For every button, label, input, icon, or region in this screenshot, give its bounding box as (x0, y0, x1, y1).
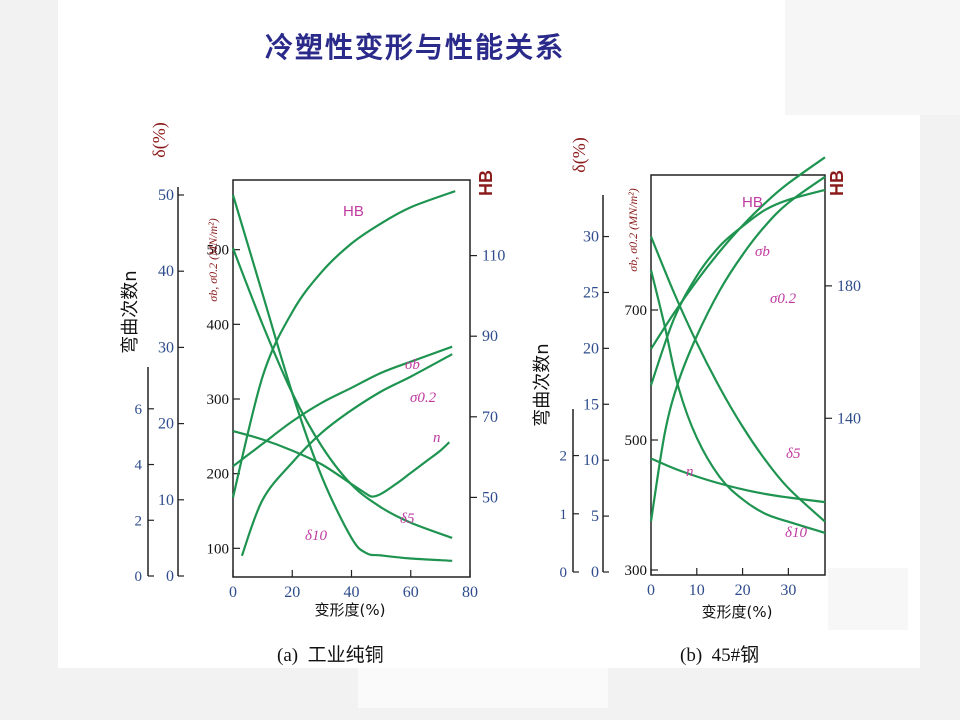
chart-a-curve-label-delta10: δ10 (305, 528, 327, 544)
chart-a-x-tick-label: 80 (462, 584, 478, 601)
chart-b-series-n-line (650, 457, 826, 504)
chart-b-curve-label-sigma-02: σ0.2 (770, 291, 797, 307)
decor-block-top (785, 0, 960, 115)
chart-b-plot-frame (650, 174, 826, 576)
chart-b-curve-label-hb: HB (742, 194, 763, 211)
caption-b-text: 45#钢 (711, 645, 760, 666)
chart-b-sigma-axis-title: σb, σ0.2 (MN/m²) (626, 188, 640, 271)
chart-a-delta-tick-label: 30 (158, 339, 174, 356)
chart-a-curve-label-sigma-b: σb (405, 357, 420, 373)
chart-a-x-tick-label: 40 (344, 584, 360, 601)
chart-b-curve-label-sigma-b: σb (755, 244, 770, 260)
chart-a-x-tick-label: 60 (403, 584, 419, 601)
chart-a-series-sigma-b-line (232, 345, 453, 468)
chart-b-bend-tick-label: 2 (560, 449, 568, 465)
chart-b-delta-tick-label: 5 (591, 508, 599, 525)
chart-b-curve-label-delta5: δ5 (786, 446, 801, 462)
chart-a-hb-tick-label: 110 (482, 248, 505, 265)
chart-a-sigma-tick-label: 200 (207, 467, 230, 483)
slide-title: 冷塑性变形与性能关系 (265, 31, 566, 64)
chart-a-x-tick-label: 0 (229, 584, 237, 601)
chart-b-series-delta5-line (649, 236, 826, 523)
chart-a-bend-tick-label: 4 (135, 458, 143, 474)
chart-a-bend-tick-label: 6 (135, 402, 143, 418)
chart-b-x-tick-label: 30 (780, 582, 796, 599)
chart-a-delta-tick-label: 50 (158, 187, 174, 204)
chart-a-curve-label-hb: HB (343, 203, 364, 220)
chart-a-delta-axis-title: δ(%) (149, 122, 170, 157)
chart-b-sigma-tick-label: 700 (625, 303, 648, 319)
caption-b: (b) 45#钢 (680, 640, 759, 667)
chart-a-hb-tick-label: 50 (482, 489, 498, 506)
chart-b-x-tick-label: 0 (647, 582, 655, 599)
decor-block-right (828, 568, 908, 630)
chart-b-hb-axis-title: HB (827, 170, 847, 196)
caption-a-text: 工业纯铜 (307, 645, 384, 666)
chart-b-sigma-tick-label: 300 (625, 563, 648, 579)
chart-a-bend-axis-title: 弯曲次数n (120, 270, 141, 353)
chart-a-sigma-axis-title: σb, σ0.2 (MN/m²) (206, 218, 220, 301)
chart-b-delta-tick-label: 30 (583, 229, 599, 246)
chart-a-x-tick-label: 20 (284, 584, 300, 601)
chart-a-series-delta10-line (231, 194, 453, 562)
chart-a-series-sigma-02-line (240, 353, 453, 557)
chart-b-curve-label-delta10: δ10 (785, 525, 807, 541)
chart-a-bend-tick-label: 0 (135, 569, 143, 585)
chart-a-sigma-tick-label: 500 (207, 243, 230, 259)
chart-b-x-tick-label: 20 (735, 582, 751, 599)
chart-b-curve-label-n: n (686, 464, 694, 480)
caption-a-prefix: (a) (277, 645, 299, 666)
chart-a-bend-tick-label: 2 (135, 513, 143, 529)
chart-b-delta-axis-title: δ(%) (569, 137, 590, 172)
chart-b-delta-tick-label: 0 (591, 564, 599, 581)
chart-b-bend-tick-label: 1 (560, 507, 568, 523)
chart-b-delta-tick-label: 15 (583, 396, 599, 413)
chart-a-series-n-line (232, 430, 451, 498)
chart-b-x-axis-label: 变形度(%) (702, 603, 773, 621)
chart-b-delta-tick-label: 20 (583, 340, 599, 357)
caption-b-prefix: (b) (680, 645, 703, 666)
chart-a-sigma-tick-label: 300 (207, 392, 230, 408)
chart-a-delta-tick-label: 20 (158, 416, 174, 433)
chart-a-curve-label-sigma-02: σ0.2 (410, 390, 437, 406)
chart-b-bend-axis-title: 弯曲次数n (532, 343, 553, 426)
chart-a-delta-tick-label: 0 (166, 568, 174, 585)
chart-b-bend-tick-label: 0 (560, 565, 568, 581)
chart-a-curve-label-delta5: δ5 (400, 511, 415, 527)
chart-a-hb-tick-label: 70 (482, 409, 498, 426)
chart-a-delta-tick-label: 40 (158, 263, 174, 280)
chart-b-series-delta10-line (649, 269, 826, 534)
slide-background (58, 0, 920, 668)
chart-b-delta-tick-label: 25 (583, 284, 599, 301)
chart-a-plot-frame (232, 179, 471, 578)
chart-b-delta-tick-label: 10 (583, 452, 599, 469)
chart-b-x-tick-label: 10 (689, 582, 705, 599)
chart-a-curve-label-n: n (433, 430, 441, 446)
chart-b-hb-tick-label: 180 (837, 278, 861, 295)
chart-b-series-sigma-02-line (649, 175, 826, 522)
chart-a-sigma-tick-label: 400 (207, 317, 230, 333)
decor-block-bottom (358, 668, 608, 708)
chart-b-series-sigma-b-line (650, 156, 826, 350)
chart-b-series-hb-line (649, 188, 826, 386)
chart-a-series-hb-line (231, 190, 456, 498)
chart-a-delta-tick-label: 10 (158, 492, 174, 509)
chart-a-hb-axis-title: HB (476, 170, 496, 196)
caption-a: (a) 工业纯铜 (277, 640, 384, 667)
chart-a-hb-tick-label: 90 (482, 328, 498, 345)
chart-a-x-axis-label: 变形度(%) (315, 601, 386, 619)
chart-b-sigma-tick-label: 500 (625, 433, 648, 449)
chart-a-sigma-tick-label: 100 (207, 541, 230, 557)
chart-a-series-delta5-line (231, 247, 453, 539)
chart-b-hb-tick-label: 140 (837, 410, 861, 427)
